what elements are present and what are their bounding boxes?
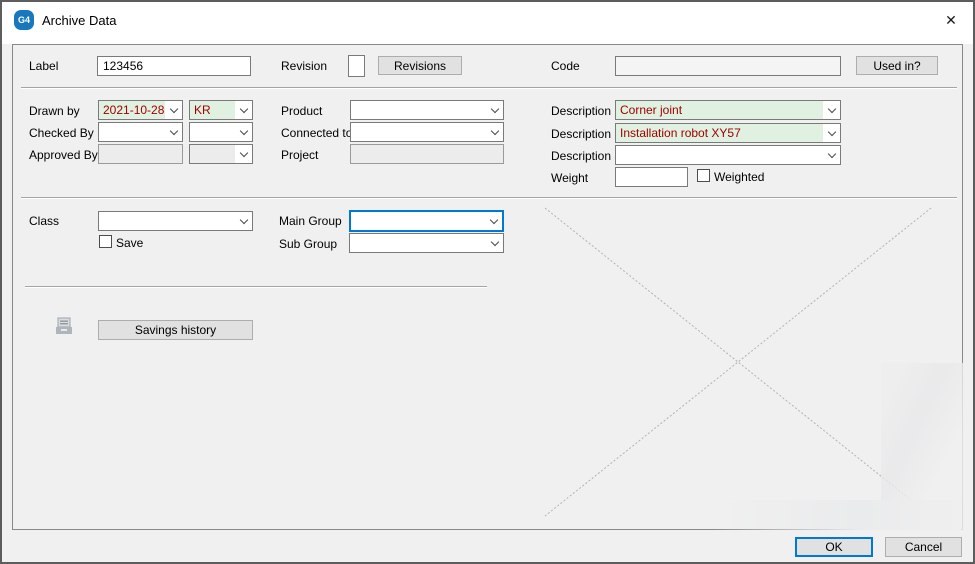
description3-value bbox=[616, 146, 823, 164]
revision-caption: Revision bbox=[281, 59, 328, 73]
description-combo[interactable]: Corner joint bbox=[615, 100, 841, 120]
approved-by-initials-combo[interactable] bbox=[189, 144, 253, 164]
sub-group-value bbox=[350, 234, 486, 252]
printer-icon bbox=[53, 315, 75, 337]
window-title: Archive Data bbox=[42, 13, 117, 28]
revision-input[interactable] bbox=[348, 55, 365, 77]
chevron-down-icon bbox=[823, 101, 840, 119]
chevron-down-icon bbox=[235, 212, 252, 230]
weight-input[interactable] bbox=[615, 167, 688, 187]
product-value bbox=[351, 101, 486, 119]
weighted-checkbox-label: Weighted bbox=[714, 170, 765, 184]
separator bbox=[21, 87, 957, 89]
main-group-caption: Main Group bbox=[279, 214, 342, 228]
project-caption: Project bbox=[281, 148, 319, 162]
image-preview-placeholder bbox=[543, 206, 933, 518]
chevron-down-icon bbox=[486, 123, 503, 141]
cancel-button[interactable]: Cancel bbox=[885, 537, 962, 557]
description2-combo[interactable]: Installation robot XY57 bbox=[615, 123, 841, 143]
label-value: 123456 bbox=[103, 59, 144, 73]
main-group-value bbox=[351, 212, 485, 230]
chevron-down-icon bbox=[486, 234, 503, 252]
label-input[interactable]: 123456 bbox=[97, 56, 251, 76]
used-in-button[interactable]: Used in? bbox=[856, 56, 938, 75]
chevron-down-icon bbox=[486, 101, 503, 119]
chevron-down-icon bbox=[235, 123, 252, 141]
description2-caption: Description 2 bbox=[551, 127, 622, 141]
description-caption: Description bbox=[551, 104, 612, 118]
approved-by-initials-value bbox=[190, 145, 235, 163]
drawn-by-date-value: 2021-10-28 bbox=[99, 101, 165, 119]
form-panel: Label 123456 Revision Revisions Code Use… bbox=[12, 44, 963, 530]
description3-combo[interactable] bbox=[615, 145, 841, 165]
weight-caption: Weight bbox=[551, 171, 589, 185]
drawn-by-initials-value: KR bbox=[190, 101, 235, 119]
drawn-by-date-combo[interactable]: 2021-10-28 bbox=[98, 100, 183, 120]
drawn-by-initials-combo[interactable]: KR bbox=[189, 100, 253, 120]
connected-to-caption: Connected to bbox=[281, 126, 353, 140]
connected-to-combo[interactable] bbox=[350, 122, 504, 142]
drawn-by-caption: Drawn by bbox=[29, 104, 80, 118]
weighted-checkbox[interactable] bbox=[697, 169, 710, 182]
checked-by-date-value bbox=[99, 123, 165, 141]
chevron-down-icon bbox=[823, 124, 840, 142]
chevron-down-icon bbox=[823, 146, 840, 164]
sub-group-combo[interactable] bbox=[349, 233, 504, 253]
checked-by-caption: Checked By bbox=[29, 126, 94, 140]
class-value bbox=[99, 212, 235, 230]
sub-group-caption: Sub Group bbox=[279, 237, 338, 251]
title-bar: G4 Archive Data ✕ bbox=[2, 2, 973, 44]
project-input bbox=[350, 144, 504, 164]
savings-history-button[interactable]: Savings history bbox=[98, 320, 253, 340]
product-combo[interactable] bbox=[350, 100, 504, 120]
chevron-down-icon bbox=[485, 212, 502, 230]
chevron-down-icon bbox=[165, 123, 182, 141]
description-value: Corner joint bbox=[616, 101, 823, 119]
description2-value: Installation robot XY57 bbox=[616, 124, 823, 142]
class-combo[interactable] bbox=[98, 211, 253, 231]
code-input[interactable] bbox=[615, 56, 841, 76]
checked-by-date-combo[interactable] bbox=[98, 122, 183, 142]
connected-to-value bbox=[351, 123, 486, 141]
approved-by-caption: Approved By bbox=[29, 148, 98, 162]
save-checkbox[interactable] bbox=[99, 235, 112, 248]
close-icon[interactable]: ✕ bbox=[945, 11, 957, 28]
class-caption: Class bbox=[29, 214, 60, 228]
approved-by-date-input bbox=[98, 144, 183, 164]
save-checkbox-label: Save bbox=[116, 236, 144, 250]
checked-by-initials-value bbox=[190, 123, 235, 141]
label-caption: Label bbox=[29, 59, 59, 73]
main-group-combo[interactable] bbox=[349, 210, 504, 232]
separator bbox=[25, 286, 487, 288]
chevron-down-icon bbox=[235, 101, 252, 119]
app-icon: G4 bbox=[14, 10, 34, 30]
separator bbox=[21, 197, 957, 199]
chevron-down-icon bbox=[165, 101, 182, 119]
checked-by-initials-combo[interactable] bbox=[189, 122, 253, 142]
code-caption: Code bbox=[551, 59, 580, 73]
ok-button[interactable]: OK bbox=[795, 537, 873, 557]
description3-caption: Description 3 bbox=[551, 149, 622, 163]
chevron-down-icon bbox=[235, 145, 252, 163]
product-caption: Product bbox=[281, 104, 323, 118]
revisions-button[interactable]: Revisions bbox=[378, 56, 462, 75]
